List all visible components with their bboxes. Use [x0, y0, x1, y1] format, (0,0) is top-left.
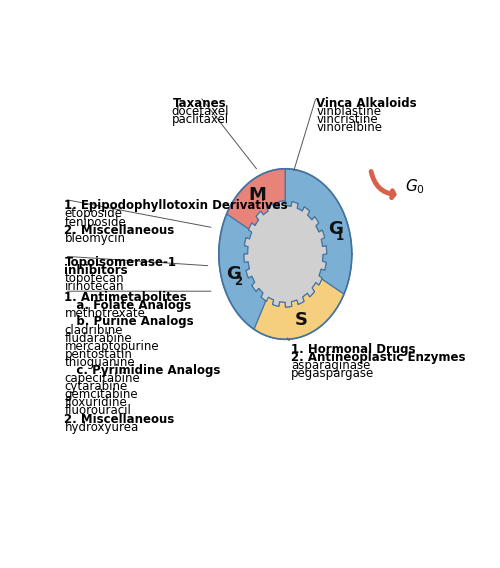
Text: Vinca Alkaloids: Vinca Alkaloids [316, 97, 417, 110]
Text: hydroxyurea: hydroxyurea [64, 421, 138, 434]
Text: fludarabine: fludarabine [64, 332, 132, 345]
Text: $G_0$: $G_0$ [406, 178, 425, 197]
Text: asparaginase: asparaginase [291, 359, 370, 372]
Text: S: S [294, 311, 308, 329]
Polygon shape [226, 169, 286, 229]
Text: pegaspargase: pegaspargase [291, 367, 374, 380]
Text: cladribine: cladribine [64, 324, 123, 337]
Text: 2. Miscellaneous: 2. Miscellaneous [64, 412, 174, 425]
Text: irinotecan: irinotecan [64, 281, 124, 294]
Text: G: G [328, 220, 343, 238]
Text: paclitaxel: paclitaxel [172, 113, 228, 126]
Polygon shape [219, 214, 266, 329]
Text: pentostatin: pentostatin [64, 348, 132, 361]
Text: gemcitabine: gemcitabine [64, 389, 138, 402]
Text: a. Folate Analogs: a. Folate Analogs [64, 299, 192, 312]
Text: etoposide: etoposide [64, 207, 122, 220]
Polygon shape [286, 169, 352, 294]
Text: teniposide: teniposide [64, 215, 126, 228]
Text: Topoisomerase-1: Topoisomerase-1 [64, 256, 176, 269]
Text: methotrexate: methotrexate [64, 307, 146, 320]
Text: 1. Epipodophyllotoxin Derivatives: 1. Epipodophyllotoxin Derivatives [64, 199, 288, 212]
Text: b. Purine Analogs: b. Purine Analogs [64, 315, 194, 328]
Text: 1: 1 [336, 230, 344, 243]
Text: thioguanine: thioguanine [64, 356, 135, 369]
Text: 1. Hormonal Drugs: 1. Hormonal Drugs [291, 343, 416, 356]
Text: 1. Antimetabolites: 1. Antimetabolites [64, 291, 187, 304]
Text: M: M [248, 186, 266, 204]
Text: cytarabine: cytarabine [64, 380, 128, 393]
Text: Taxanes: Taxanes [174, 97, 227, 110]
Polygon shape [244, 201, 326, 307]
Text: bleomycin: bleomycin [64, 232, 126, 245]
Text: topotecan: topotecan [64, 273, 124, 285]
Text: capecitabine: capecitabine [64, 372, 140, 385]
Text: fluorouracil: fluorouracil [64, 404, 132, 417]
Text: G: G [226, 265, 241, 283]
Polygon shape [254, 279, 344, 339]
Text: vinorelbine: vinorelbine [316, 121, 382, 134]
Text: 2. Miscellaneous: 2. Miscellaneous [64, 224, 174, 237]
Text: vinblastine: vinblastine [316, 105, 382, 118]
Text: vincristine: vincristine [316, 113, 378, 126]
Text: mercaptopurine: mercaptopurine [64, 340, 159, 353]
Text: inhibitors: inhibitors [64, 264, 128, 277]
Text: 2: 2 [234, 275, 242, 288]
Text: c. Pyrimidine Analogs: c. Pyrimidine Analogs [64, 364, 221, 377]
Text: floxuridine: floxuridine [64, 396, 127, 410]
Text: 2. Antineoplastic Enzymes: 2. Antineoplastic Enzymes [291, 351, 466, 364]
Text: docetaxel: docetaxel [172, 105, 229, 118]
